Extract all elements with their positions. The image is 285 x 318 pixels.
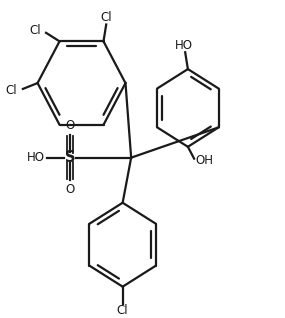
Text: Cl: Cl (117, 304, 129, 317)
Text: Cl: Cl (100, 11, 112, 24)
Text: O: O (66, 119, 75, 132)
Text: O: O (66, 183, 75, 196)
Text: Cl: Cl (5, 84, 17, 97)
Text: S: S (65, 150, 76, 165)
Text: Cl: Cl (29, 24, 40, 37)
Text: HO: HO (175, 39, 193, 52)
Text: OH: OH (195, 154, 213, 167)
Text: HO: HO (27, 151, 45, 164)
